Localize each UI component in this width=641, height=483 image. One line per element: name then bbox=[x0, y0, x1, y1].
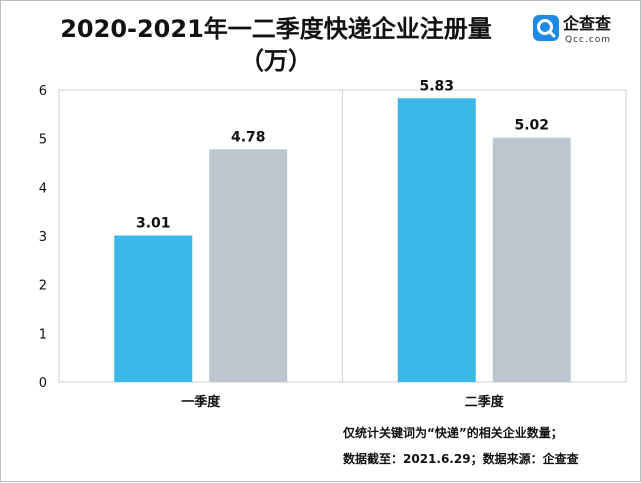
footnote-scope: 仅统计关键词为“快递”的相关企业数量； bbox=[343, 426, 563, 440]
chart-title-line1: 2020-2021年一二季度快递企业注册量 bbox=[60, 15, 492, 43]
data-label: 5.02 bbox=[514, 118, 549, 134]
bar bbox=[397, 98, 476, 383]
y-tick-label: 6 bbox=[39, 84, 47, 99]
data-label: 3.01 bbox=[136, 216, 171, 232]
chart-title: 2020-2021年一二季度快递企业注册量 （万） bbox=[41, 13, 511, 77]
logo-name: 企查查 bbox=[563, 14, 612, 33]
data-label: 5.83 bbox=[419, 78, 454, 94]
bar bbox=[492, 137, 571, 382]
chart-title-line2: （万） bbox=[240, 47, 312, 75]
y-tick-label: 0 bbox=[39, 376, 47, 391]
y-tick-label: 4 bbox=[39, 181, 47, 196]
bar bbox=[114, 235, 193, 382]
y-tick-label: 5 bbox=[39, 133, 47, 148]
bar bbox=[209, 149, 288, 382]
qcc-logo: 企查查 Qcc.com bbox=[533, 13, 637, 47]
magnifier-q-logo-icon bbox=[533, 15, 559, 41]
data-label: 4.78 bbox=[231, 129, 266, 145]
y-tick-label: 3 bbox=[39, 230, 47, 245]
logo-domain: Qcc.com bbox=[565, 35, 612, 45]
x-category-label: 一季度 bbox=[181, 394, 221, 410]
y-tick-label: 1 bbox=[39, 327, 47, 342]
footnote-source: 数据截至：2021.6.29；数据来源：企查查 bbox=[343, 452, 579, 466]
x-category-label: 二季度 bbox=[465, 394, 505, 410]
y-tick-label: 2 bbox=[39, 279, 47, 294]
